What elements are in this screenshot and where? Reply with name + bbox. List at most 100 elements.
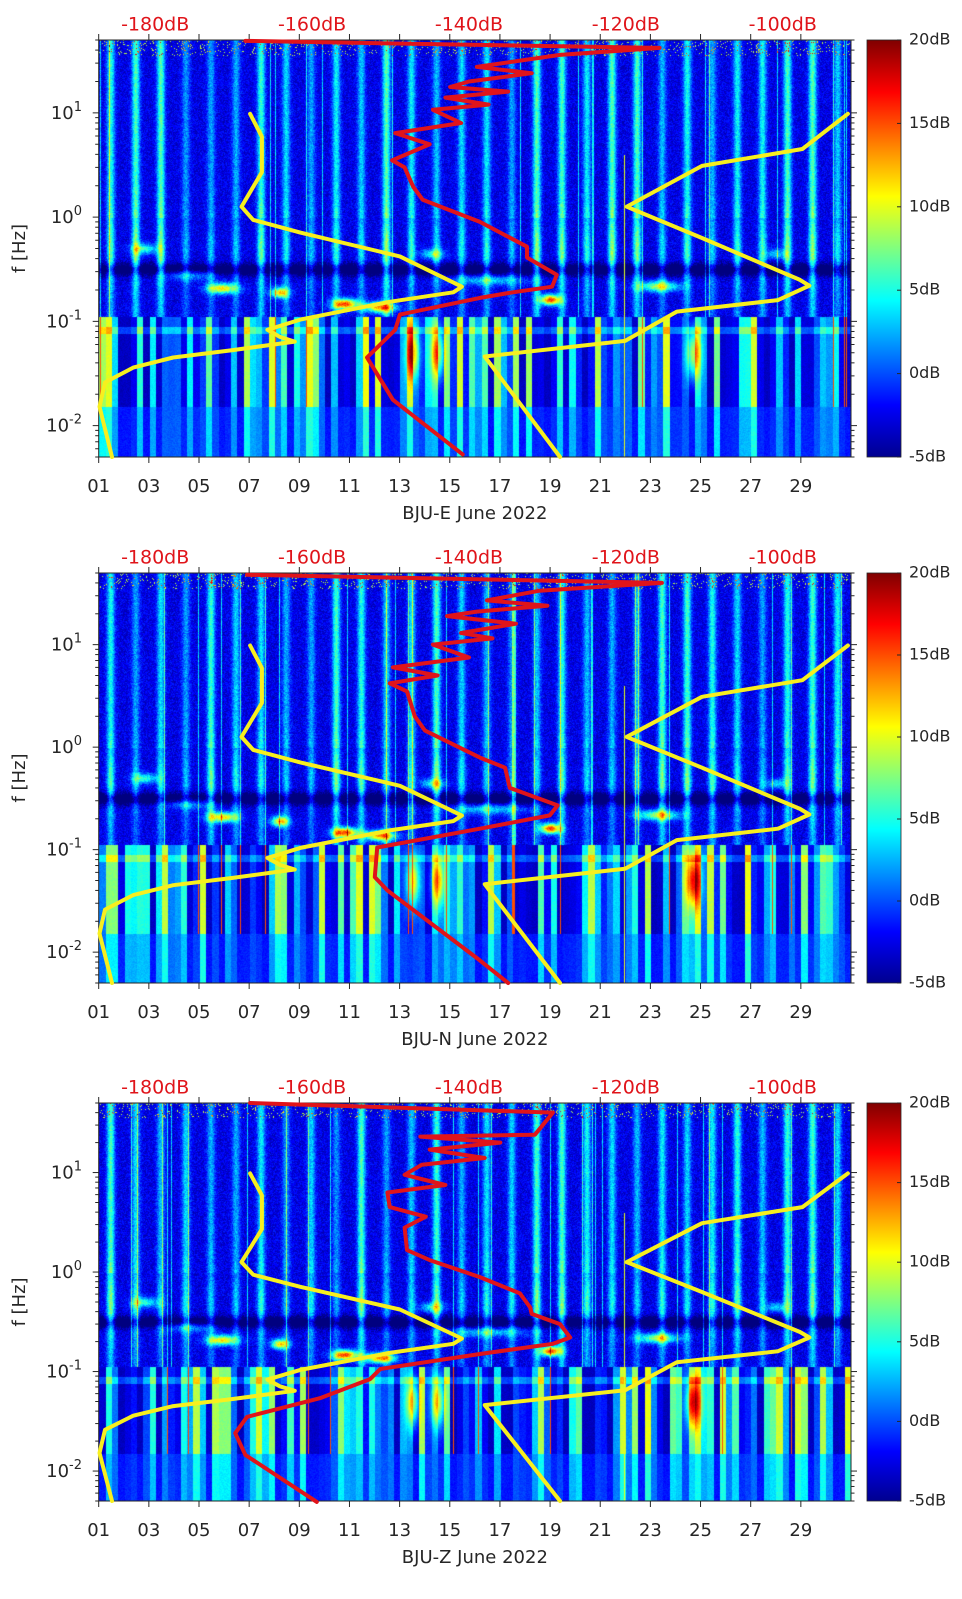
y-tick-base: 10 <box>51 103 74 124</box>
y-tick-label: 100 <box>51 734 82 758</box>
y-tick-exponent: 0 <box>74 1259 82 1274</box>
top-db-label: -180dB <box>121 14 189 36</box>
x-tick-label: 21 <box>589 476 612 497</box>
x-tick-label: 23 <box>639 1520 662 1541</box>
high-noise-model-curve <box>482 643 850 985</box>
station-psd-curve <box>243 38 662 457</box>
x-tick-label: 01 <box>87 1002 110 1023</box>
low-noise-model-curve <box>97 1171 464 1503</box>
x-tick-label: 23 <box>639 476 662 497</box>
y-tick-exponent: 1 <box>74 632 82 647</box>
y-axis-label: f [Hz] <box>9 224 30 273</box>
y-tick-label: 101 <box>51 1160 82 1184</box>
top-db-label: -160dB <box>278 1077 346 1099</box>
y-tick-exponent: -2 <box>69 1458 82 1473</box>
x-tick-label: 03 <box>137 476 160 497</box>
top-db-label: -120dB <box>592 14 660 36</box>
colorbar-tick-label: 10dB <box>909 1252 951 1271</box>
x-tick-label: 05 <box>188 476 211 497</box>
y-tick-label: 101 <box>51 100 82 124</box>
colorbar-tick-label: 5dB <box>909 280 940 299</box>
colorbar-tick-label: -5dB <box>909 973 946 992</box>
colorbar-tick-label: 0dB <box>909 363 940 382</box>
x-tick-label: 01 <box>87 476 110 497</box>
x-tick-label: 29 <box>789 476 812 497</box>
colorbar-tick-label: 15dB <box>909 1172 951 1191</box>
x-tick-label: 15 <box>438 476 461 497</box>
x-tick-label: 11 <box>338 1520 361 1541</box>
y-tick-base: 10 <box>46 416 69 437</box>
x-tick-label: 03 <box>137 1520 160 1541</box>
x-tick-label: 17 <box>488 1002 511 1023</box>
y-tick-label: 10-2 <box>46 939 82 963</box>
colorbar-tick-label: 20dB <box>909 563 951 582</box>
spectrogram-panel: 01 03 05 07 09 11 13 15 17 19 21 23 25 27 2910110010-1… <box>9 14 951 525</box>
y-tick-exponent: 0 <box>74 734 82 749</box>
colorbar-tick-label: -5dB <box>909 447 946 466</box>
top-db-label: -120dB <box>592 547 660 569</box>
x-tick-label: 27 <box>739 1520 762 1541</box>
top-db-label: -180dB <box>121 547 189 569</box>
x-tick-label: 07 <box>238 1002 261 1023</box>
y-tick-base: 10 <box>46 840 69 861</box>
station-psd-curve <box>233 1101 573 1504</box>
spectrogram-panel: 01 03 05 07 09 11 13 15 17 19 21 23 25 27 2910110010-1… <box>9 1077 951 1569</box>
y-tick-base: 10 <box>51 1262 74 1283</box>
y-tick-exponent: -1 <box>69 837 82 852</box>
x-tick-label: 15 <box>438 1002 461 1023</box>
colorbar-tick-label: 15dB <box>909 645 951 664</box>
top-db-label: -140dB <box>435 14 503 36</box>
x-tick-label: 13 <box>388 1520 411 1541</box>
y-tick-exponent: -1 <box>69 308 82 323</box>
top-db-label: -180dB <box>121 1077 189 1099</box>
x-tick-label: 09 <box>288 1520 311 1541</box>
top-db-label: -160dB <box>278 14 346 36</box>
colorbar-tick-label: 0dB <box>909 1411 940 1430</box>
y-tick-label: 100 <box>51 204 82 228</box>
top-db-label: -100dB <box>749 14 817 36</box>
y-axis-label: f [Hz] <box>9 1277 30 1326</box>
top-db-label: -100dB <box>749 547 817 569</box>
colorbar-tick-label: 5dB <box>909 1331 940 1350</box>
high-noise-model-curve <box>482 111 850 459</box>
x-tick-label: 29 <box>789 1520 812 1541</box>
top-db-label: -140dB <box>435 1077 503 1099</box>
x-tick-label: 21 <box>589 1520 612 1541</box>
y-tick-label: 101 <box>51 632 82 656</box>
station-psd-curve <box>245 572 664 985</box>
x-tick-label: 05 <box>188 1002 211 1023</box>
x-tick-label: 17 <box>488 476 511 497</box>
x-tick-label: 23 <box>639 1002 662 1023</box>
x-tick-label: 07 <box>238 1520 261 1541</box>
y-tick-base: 10 <box>51 737 74 758</box>
x-axis-label: BJU-Z June 2022 <box>402 1547 548 1568</box>
low-noise-model-curve <box>97 111 464 459</box>
top-db-label: -160dB <box>278 547 346 569</box>
x-tick-label: 01 <box>87 1520 110 1541</box>
y-tick-base: 10 <box>46 942 69 963</box>
y-tick-exponent: 1 <box>74 100 82 115</box>
plot-frame <box>98 1102 852 1502</box>
x-tick-label: 21 <box>589 1002 612 1023</box>
top-db-label: -120dB <box>592 1077 660 1099</box>
x-tick-label: 19 <box>539 1520 562 1541</box>
colorbar-tick-label: 20dB <box>909 1093 951 1112</box>
x-tick-label: 13 <box>388 476 411 497</box>
colorbar-tick-label: -5dB <box>909 1491 946 1510</box>
y-tick-exponent: -2 <box>69 939 82 954</box>
y-tick-exponent: -2 <box>69 413 82 428</box>
x-axis-label: BJU-N June 2022 <box>401 1029 548 1050</box>
x-tick-label: 25 <box>689 1002 712 1023</box>
x-tick-label: 25 <box>689 1520 712 1541</box>
x-tick-label: 17 <box>488 1520 511 1541</box>
colorbar-tick-label: 5dB <box>909 809 940 828</box>
colorbar-tick-label: 10dB <box>909 727 951 746</box>
x-axis-label: BJU-E June 2022 <box>402 503 547 524</box>
colorbar <box>866 39 902 458</box>
top-db-label: -140dB <box>435 547 503 569</box>
high-noise-model-curve <box>482 1171 850 1503</box>
y-axis-label: f [Hz] <box>9 753 30 802</box>
y-tick-exponent: -1 <box>69 1359 82 1374</box>
colorbar-tick-label: 0dB <box>909 891 940 910</box>
colorbar <box>866 1102 902 1502</box>
